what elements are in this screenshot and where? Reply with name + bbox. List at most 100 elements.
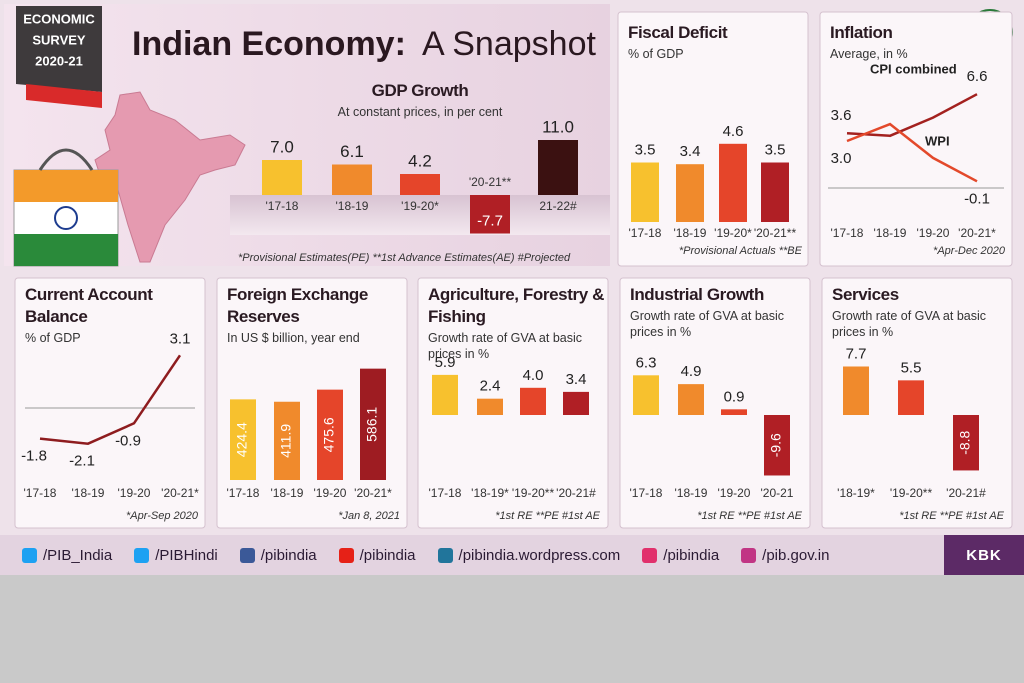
x-tick-label: '17-18 [831, 226, 864, 240]
social-handle: /pibindia [359, 546, 416, 564]
flag-chakra [54, 206, 78, 230]
x-tick-label: '18-19 [336, 199, 369, 213]
social-handle: /PIB_India [43, 546, 113, 564]
chart-title: Foreign Exchange Reserves [227, 285, 368, 326]
badge-text: ECONOMIC [23, 11, 95, 26]
chart-note: *Provisional Estimates(PE) **1st Advance… [238, 252, 571, 264]
social-icon [22, 547, 37, 563]
bar [898, 380, 924, 415]
data-label: 4.0 [523, 367, 544, 384]
data-label: 424.4 [234, 422, 250, 457]
x-tick-label: '19-20 [314, 486, 347, 500]
bar [317, 389, 343, 480]
social-icon [642, 547, 658, 563]
chart-header: Fiscal Deficit % of GDP [628, 22, 798, 62]
social-link: /pib.gov.in [741, 547, 829, 564]
social-handle: /pibindia [663, 546, 720, 564]
series-label: CPI combined [870, 61, 957, 76]
bar [274, 401, 300, 480]
data-label: 3.0 [831, 150, 852, 167]
title-bold: Indian Economy: [132, 25, 406, 63]
panel [617, 11, 809, 267]
chart-title: Services [832, 285, 899, 304]
x-tick-label: '19-20 [917, 226, 950, 240]
x-tick-label: '17-18 [429, 486, 462, 500]
x-tick-label: '20-21* [354, 486, 392, 500]
data-label: 3.1 [170, 330, 191, 347]
bar [262, 160, 302, 195]
social-link: /pibindia [338, 546, 416, 564]
social-link: /PIB_India [22, 547, 112, 564]
x-tick-label: '18-19 [675, 486, 708, 500]
chart-subtitle: In US $ billion, year end [227, 331, 360, 345]
data-label: 3.5 [765, 141, 786, 158]
bar [678, 384, 704, 415]
data-label: -1.8 [21, 448, 47, 465]
social-link: /pibindia.wordpress.com [437, 547, 620, 564]
chart-header: Industrial Growth Growth rate of GVA at b… [630, 284, 800, 340]
social-handle: /pib.gov.in [762, 546, 830, 564]
x-tick-label: '18-19 [271, 486, 304, 500]
x-tick-label: '19-20* [401, 199, 439, 213]
panel [216, 277, 408, 529]
bar [761, 162, 789, 222]
bar [563, 391, 589, 415]
data-label: 6.6 [967, 68, 988, 85]
x-tick-label: '19-20* [714, 226, 752, 240]
india-map [94, 91, 246, 263]
data-label: 0.9 [724, 388, 745, 405]
x-tick-label: '20-21* [958, 226, 996, 240]
social-link: /pibindia [239, 547, 317, 564]
data-label: 6.3 [636, 354, 657, 371]
chart-note: *Apr-Dec 2020 [933, 245, 1006, 257]
footer: KBK/PIB_India/PIBHindi/pibindia/pibindia… [0, 535, 1024, 575]
bar [470, 195, 510, 234]
chart-subtitle: % of GDP [25, 331, 81, 345]
chart-subtitle: % of GDP [628, 47, 684, 61]
x-tick-label: '19-20** [890, 486, 933, 500]
x-tick-label: '20-21* [161, 486, 199, 500]
data-label: 4.9 [681, 363, 702, 380]
data-label: -0.9 [115, 432, 141, 449]
flag-green [14, 234, 118, 266]
chart-note: *1st RE **PE #1st AE [697, 510, 802, 522]
data-label: 4.2 [408, 151, 432, 170]
badge-box [16, 6, 102, 92]
data-label: 11.0 [542, 117, 574, 136]
panel [417, 277, 609, 529]
x-tick-label: '17-18 [24, 486, 57, 500]
bar [721, 409, 747, 415]
chart-header: Services Growth rate of GVA at basic pric… [832, 284, 1002, 340]
data-label: -7.7 [477, 212, 503, 229]
x-tick-label: '17-18 [630, 486, 663, 500]
shade-band [230, 195, 610, 235]
social-icon [741, 547, 757, 563]
line [846, 93, 978, 138]
data-label: 6.1 [340, 142, 364, 161]
bar [400, 174, 440, 195]
badge-text: 2020-21 [35, 53, 83, 68]
data-label: 3.6 [831, 107, 852, 124]
bar [631, 162, 659, 222]
data-label: 2.4 [480, 378, 501, 395]
chart-note: *Jan 8, 2021 [338, 510, 400, 522]
series-label: WPI [925, 133, 950, 148]
chart-title: Fiscal Deficit [628, 23, 728, 42]
social-handle: /PIBHindi [155, 546, 218, 564]
chart-title: Inflation [830, 23, 893, 42]
x-tick-label: '20-21# [946, 486, 986, 500]
data-label: 475.6 [321, 417, 337, 452]
chart-note: *Provisional Actuals **BE [679, 245, 803, 257]
x-tick-label: '19-20 [718, 486, 751, 500]
bar [360, 368, 386, 480]
line [39, 354, 182, 445]
data-label: 3.4 [680, 143, 701, 160]
flag-saffron [14, 170, 118, 202]
chart-header: Current Account Balance % of GDP [25, 284, 195, 346]
social-link: /pibindia [642, 547, 719, 564]
chart-header: Agriculture, Forestry & Fishing Growth ra… [428, 284, 608, 362]
bar [953, 415, 979, 471]
data-label: 7.0 [270, 137, 294, 156]
data-label: -9.6 [768, 433, 784, 457]
